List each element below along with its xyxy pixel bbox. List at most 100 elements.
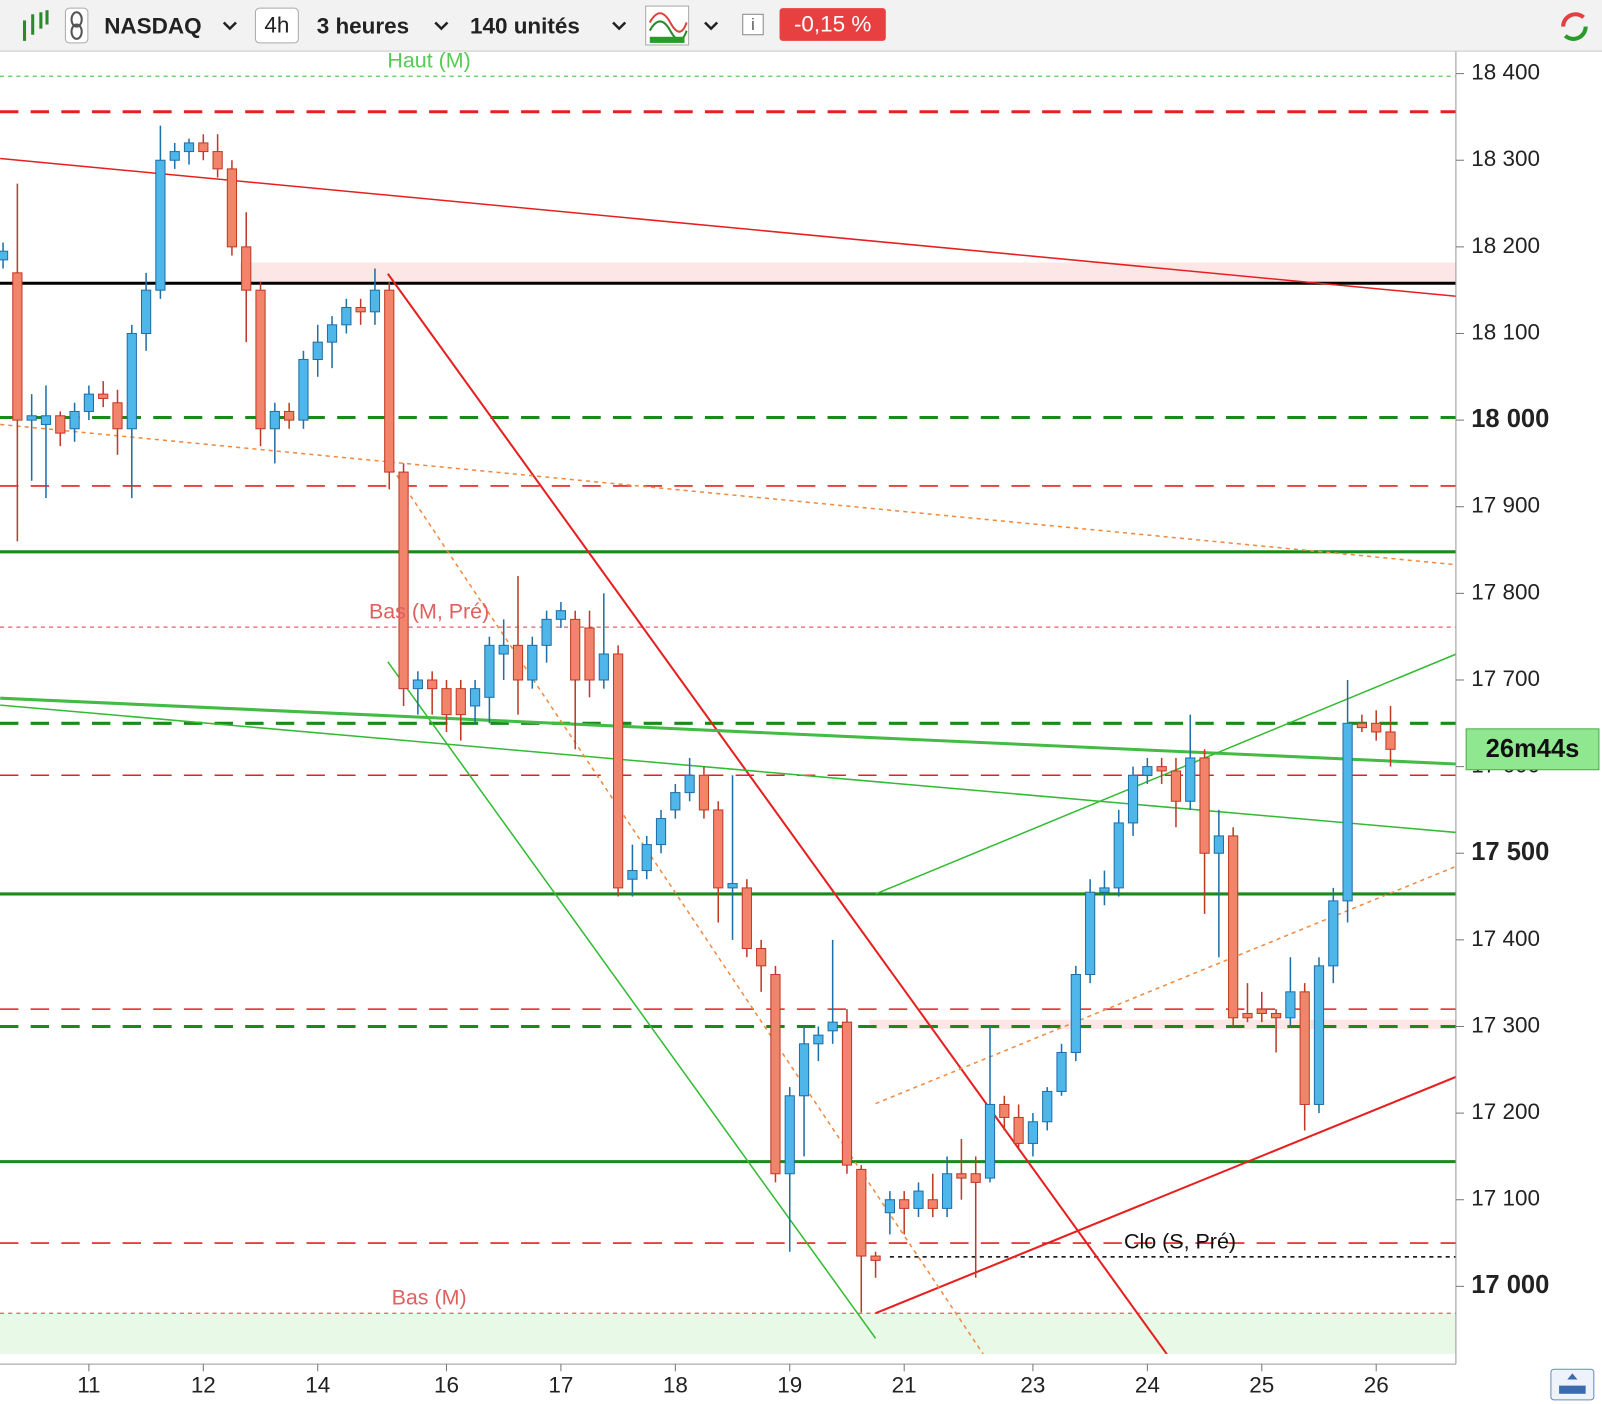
- y-tick-label: 17 800: [1471, 579, 1540, 604]
- candle-body: [1228, 835, 1239, 1019]
- trendline: [0, 704, 1456, 834]
- candle-body: [1242, 1012, 1253, 1019]
- candle-body: [1099, 887, 1110, 893]
- y-tick-label: 18 400: [1471, 60, 1540, 85]
- interval-box[interactable]: [254, 7, 299, 44]
- candle-body: [941, 1173, 953, 1209]
- candle-body: [241, 246, 252, 291]
- dropdown-arrow: [222, 21, 237, 31]
- candle-body: [98, 393, 109, 399]
- x-tick-label: 23: [1020, 1373, 1045, 1398]
- toolbar: NASDAQ 4h 3 heures 140 unités i -0,15 %: [0, 0, 1602, 52]
- candle-body: [326, 324, 338, 343]
- candle-body: [183, 142, 195, 153]
- refresh-button[interactable]: [1552, 6, 1594, 45]
- level-label: Bas (M): [392, 1286, 467, 1310]
- x-tick-label: 24: [1135, 1373, 1160, 1398]
- candle-body: [1085, 891, 1096, 976]
- change-badge: [779, 8, 886, 41]
- candle-body: [584, 627, 595, 681]
- x-tick-label: 14: [305, 1373, 330, 1398]
- candle-body: [341, 306, 352, 326]
- candle-body: [427, 679, 438, 690]
- candle-body: [613, 653, 624, 889]
- candle-body: [1113, 822, 1124, 889]
- candle-body: [1156, 766, 1167, 772]
- candle-body: [355, 306, 366, 313]
- candle-body: [169, 151, 180, 161]
- y-tick-label: 18 000: [1471, 405, 1549, 433]
- candle-body: [12, 272, 23, 421]
- candle-body: [255, 289, 266, 430]
- chart-type-button[interactable]: [22, 10, 49, 41]
- y-tick-label: 17 700: [1471, 666, 1540, 691]
- y-tick-label: 17 100: [1471, 1186, 1540, 1211]
- band: [869, 1019, 1456, 1030]
- candle-body: [813, 1034, 824, 1045]
- indicator-button[interactable]: [645, 5, 690, 46]
- candle-body: [1170, 770, 1182, 802]
- plot-area: [0, 75, 1456, 1354]
- candle-body: [541, 618, 552, 646]
- candle-body: [1285, 991, 1296, 1019]
- trendline: [387, 461, 984, 1354]
- candle-body: [841, 1021, 853, 1166]
- candle-body: [469, 688, 481, 707]
- y-tick-label: 17 300: [1471, 1012, 1540, 1037]
- candle-body: [298, 358, 309, 421]
- candle-body: [784, 1095, 795, 1175]
- candle-body: [384, 289, 395, 473]
- candle-body: [1070, 974, 1081, 1053]
- symbol[interactable]: NASDAQ: [104, 14, 201, 39]
- period[interactable]: 3 heures: [317, 14, 409, 39]
- level-label: Haut (M): [387, 49, 470, 73]
- interval[interactable]: 4h: [264, 13, 289, 38]
- candle-body: [555, 610, 567, 620]
- candle-body: [927, 1199, 938, 1209]
- candle-body: [441, 688, 452, 716]
- candle-body: [26, 415, 37, 421]
- candle-body: [570, 618, 581, 681]
- link-button[interactable]: [64, 7, 89, 44]
- candle-body: [226, 168, 238, 248]
- trendline: [0, 157, 1456, 297]
- candle-body: [1371, 722, 1382, 733]
- candle-body: [1213, 835, 1224, 854]
- candle-body: [140, 289, 152, 334]
- x-tick-label: 21: [892, 1373, 917, 1398]
- candle-body: [1342, 722, 1353, 902]
- x-tick-label: 16: [434, 1373, 459, 1398]
- units[interactable]: 140 unités: [470, 14, 580, 39]
- info-icon: i: [751, 16, 755, 34]
- candle-body: [1185, 757, 1196, 802]
- trendline: [875, 865, 1456, 1105]
- candle-body: [55, 415, 66, 434]
- candle-body: [870, 1255, 881, 1261]
- candle-body: [455, 688, 466, 716]
- candle-body: [770, 974, 781, 1175]
- info-button[interactable]: [742, 13, 764, 36]
- candle-body: [484, 644, 495, 698]
- candle-body: [1127, 774, 1139, 824]
- candle-body: [655, 818, 667, 846]
- dropdown-arrow: [612, 21, 627, 31]
- y-tick-label: 18 100: [1471, 319, 1540, 344]
- candle-body: [412, 679, 423, 690]
- candle-body: [641, 844, 652, 872]
- candle-body: [1328, 900, 1339, 967]
- candle-body: [727, 883, 738, 889]
- candle-body: [1027, 1121, 1039, 1144]
- corner-button[interactable]: [1550, 1368, 1595, 1401]
- candle-body: [741, 887, 752, 950]
- candle-body: [512, 644, 524, 681]
- candle-body: [856, 1168, 867, 1257]
- candle-body: [627, 870, 638, 880]
- candle-body: [83, 393, 94, 412]
- y-tick-label: 17 000: [1471, 1271, 1549, 1299]
- candle-body: [1385, 731, 1396, 750]
- trendline: [387, 273, 1168, 1354]
- candle-body: [269, 410, 280, 430]
- candle-body: [913, 1190, 924, 1209]
- trendline: [0, 423, 1456, 566]
